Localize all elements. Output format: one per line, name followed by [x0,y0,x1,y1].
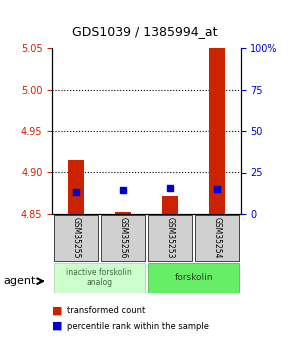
Text: GSM35256: GSM35256 [118,217,127,259]
FancyBboxPatch shape [148,263,239,293]
Text: GSM35255: GSM35255 [71,217,80,259]
Text: ■: ■ [52,306,63,315]
Text: GSM35253: GSM35253 [166,217,175,259]
Text: ■: ■ [52,321,63,331]
Text: forskolin: forskolin [174,273,213,282]
FancyBboxPatch shape [148,215,192,261]
FancyBboxPatch shape [54,263,145,293]
Text: GDS1039 / 1385994_at: GDS1039 / 1385994_at [72,25,218,38]
Text: agent: agent [3,276,35,286]
Bar [115,212,131,214]
Text: transformed count: transformed count [67,306,145,315]
Bar [209,44,225,214]
Text: GSM35254: GSM35254 [213,217,222,259]
FancyBboxPatch shape [54,215,98,261]
FancyBboxPatch shape [195,215,239,261]
Bar [162,196,178,214]
Text: inactive forskolin
analog: inactive forskolin analog [66,268,132,287]
Bar [68,160,84,214]
FancyBboxPatch shape [101,215,145,261]
Text: percentile rank within the sample: percentile rank within the sample [67,322,209,331]
